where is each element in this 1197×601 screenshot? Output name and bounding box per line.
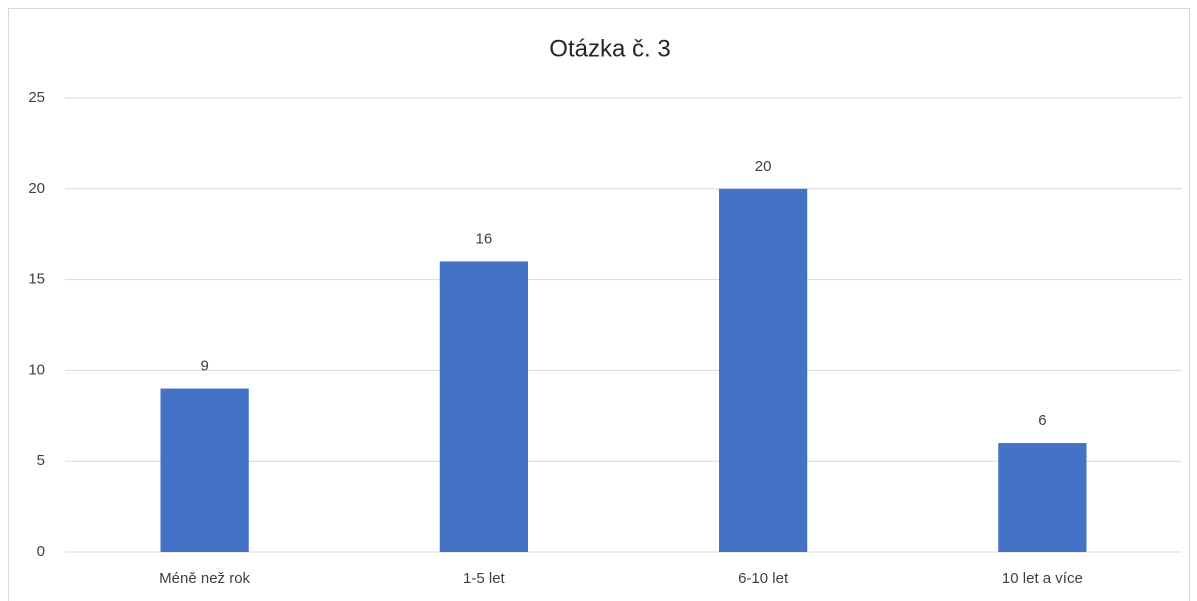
bar — [160, 388, 249, 552]
y-tick-label: 20 — [28, 180, 45, 197]
data-label: 9 — [200, 358, 208, 375]
y-tick-label: 0 — [37, 543, 45, 560]
x-tick-label: 1-5 let — [463, 570, 506, 587]
data-label: 20 — [755, 158, 772, 175]
x-tick-label: 6-10 let — [738, 570, 789, 587]
x-tick-label: 10 let a více — [1002, 570, 1083, 587]
data-label: 16 — [476, 230, 493, 247]
bar — [439, 261, 528, 552]
data-label: 6 — [1038, 412, 1046, 429]
y-tick-label: 15 — [28, 271, 45, 288]
bar — [719, 188, 808, 553]
y-tick-label: 25 — [28, 89, 45, 106]
bar — [998, 443, 1087, 552]
y-tick-label: 5 — [37, 452, 45, 469]
y-tick-label: 10 — [28, 361, 45, 378]
x-tick-label: Méně než rok — [159, 570, 250, 587]
chart-title: Otázka č. 3 — [549, 35, 670, 62]
